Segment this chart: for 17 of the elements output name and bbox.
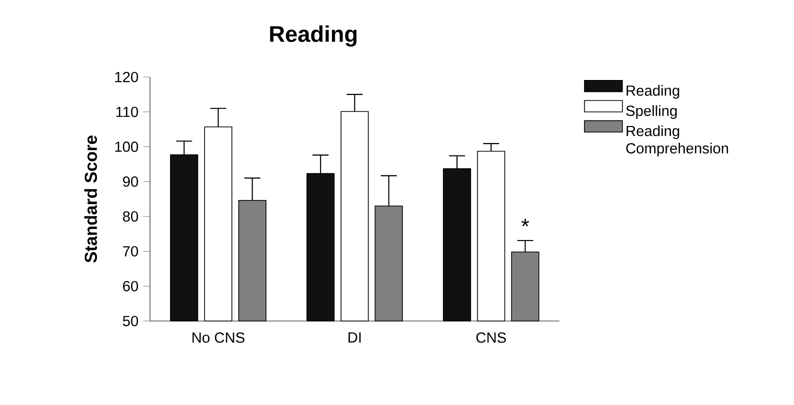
legend-label: Spelling: [626, 105, 677, 119]
x-tick-label: CNS: [476, 332, 506, 343]
legend-label: Reading: [626, 85, 680, 99]
y-axis-title: Standard Score: [84, 136, 97, 263]
annotation: *: [521, 218, 530, 226]
x-tick-label: DI: [348, 332, 361, 342]
y-tick-label: 90: [123, 176, 138, 187]
y-tick-label: 80: [122, 211, 138, 222]
y-tick-label: 70: [123, 246, 138, 256]
chart-title: Reading: [270, 25, 357, 47]
legend-label: Reading Comprehension: [626, 125, 728, 156]
y-tick-label: 120: [115, 72, 138, 82]
y-tick-label: 50: [122, 316, 138, 326]
y-tick-label: 110: [116, 106, 138, 118]
y-tick-label: 100: [115, 142, 138, 152]
x-tick-label: No CNS: [192, 332, 244, 343]
y-tick-label: 60: [123, 280, 138, 292]
